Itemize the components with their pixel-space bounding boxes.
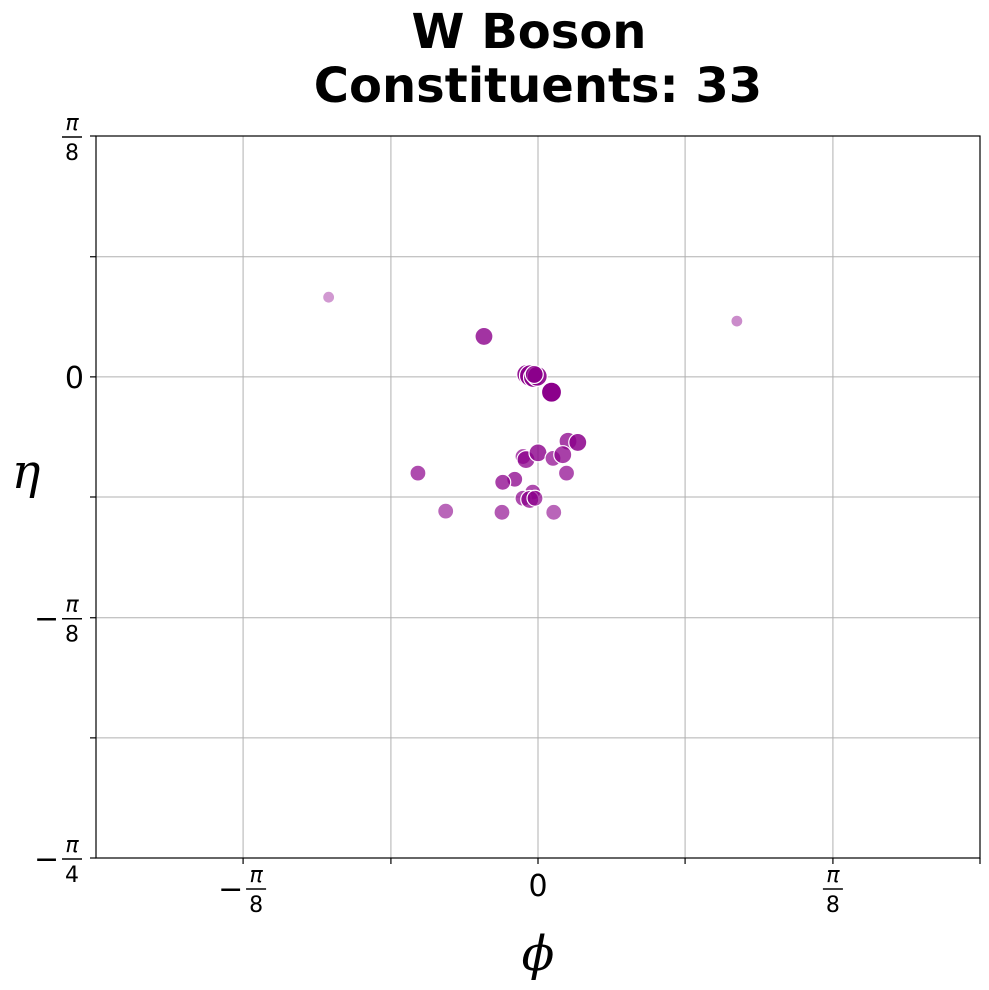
chart-title: W Boson <box>412 4 647 60</box>
y-tick-label-numerator: π <box>65 833 79 858</box>
y-axis-ticks: π80− π8− π4 <box>34 111 96 888</box>
x-tick-label: − π 8 <box>218 863 267 918</box>
y-tick-label: − π 8 <box>34 593 82 648</box>
scatter-point <box>524 364 544 385</box>
x-tick-label: π8 <box>822 863 843 918</box>
scatter-point <box>730 314 744 328</box>
data-points <box>322 290 744 521</box>
y-tick-label: − π 4 <box>34 833 82 888</box>
scatter-point <box>568 432 588 453</box>
y-tick-label-denominator: 4 <box>65 863 79 888</box>
scatter-point <box>494 473 512 491</box>
scatter-point <box>493 503 511 521</box>
scatter-point <box>553 445 573 465</box>
y-tick-label: π8 <box>62 111 82 166</box>
scatter-point <box>437 502 455 520</box>
scatter-point <box>526 489 544 507</box>
x-axis-label: ϕ <box>522 926 555 982</box>
y-tick-label-numerator: π <box>65 593 79 618</box>
grid-lines <box>96 136 980 858</box>
y-tick-label: 0 <box>65 361 84 396</box>
x-tick-label-denominator: 8 <box>826 893 840 918</box>
x-tick-label-numerator: π <box>826 863 840 888</box>
y-tick-label-denominator: 8 <box>65 623 79 648</box>
scatter-point <box>540 381 563 403</box>
x-tick-label: 0 <box>528 869 547 904</box>
x-tick-label-denominator: 8 <box>249 893 263 918</box>
scatter-point <box>545 503 563 521</box>
x-tick-label-sign: − <box>218 872 243 907</box>
scatter-point <box>557 464 576 482</box>
scatter-point <box>409 464 427 482</box>
y-tick-label-denominator: 8 <box>65 141 79 166</box>
x-axis-ticks: − π80 π8 <box>218 858 981 918</box>
y-tick-label-sign: − <box>34 602 59 637</box>
scatter-point <box>528 443 548 463</box>
scatter-point <box>474 326 494 347</box>
y-axis-label: η <box>12 444 41 500</box>
scatter-point <box>322 290 336 304</box>
y-tick-label-sign: − <box>34 842 59 877</box>
x-tick-label-numerator: π <box>249 863 263 888</box>
chart-subtitle: Constituents: 33 <box>314 58 762 114</box>
y-tick-label-numerator: π <box>65 111 79 136</box>
